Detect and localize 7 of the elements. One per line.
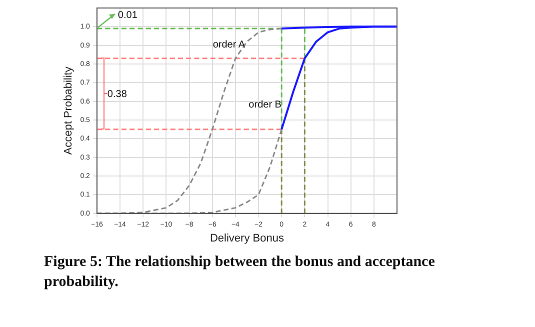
- annotation: order B: [248, 99, 282, 110]
- caption: Figure 5: The relationship between the bonus and acceptance probability.: [44, 253, 436, 292]
- x-axis-title: Delivery Bonus: [210, 232, 284, 244]
- annotation: 0.38: [107, 89, 128, 100]
- annotation: order A: [212, 40, 246, 51]
- y-axis-title: Accept Probability: [62, 66, 75, 155]
- annotation: 0.01: [118, 10, 138, 21]
